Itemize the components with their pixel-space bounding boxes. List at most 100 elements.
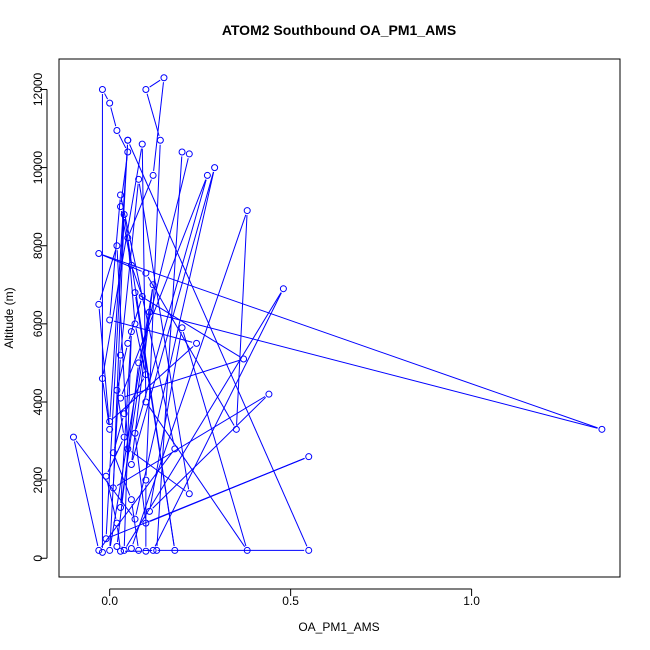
series-segment bbox=[153, 312, 598, 429]
data-point bbox=[106, 316, 114, 324]
x-tick-label: 1.0 bbox=[463, 594, 480, 608]
x-axis: 0.0 0.5 1.0 bbox=[101, 588, 480, 608]
series-segment bbox=[152, 396, 267, 509]
series-segment bbox=[98, 308, 110, 425]
y-axis: 0 2000 4000 6000 8000 10000 12000 bbox=[31, 72, 48, 562]
data-point bbox=[142, 371, 150, 379]
data-point bbox=[117, 503, 125, 511]
data-point bbox=[243, 546, 251, 554]
series-segment bbox=[128, 179, 152, 234]
y-axis-label: Altitude (m) bbox=[2, 287, 16, 348]
data-point bbox=[109, 484, 117, 492]
data-point bbox=[109, 449, 117, 457]
data-point bbox=[95, 250, 103, 258]
series-segment bbox=[101, 452, 173, 548]
series-segment bbox=[99, 249, 117, 301]
data-point bbox=[106, 425, 114, 433]
series-segment bbox=[153, 82, 164, 171]
series-segment bbox=[146, 93, 160, 137]
data-point bbox=[178, 324, 186, 332]
data-point bbox=[305, 546, 313, 554]
series-segment bbox=[102, 148, 142, 375]
data-point bbox=[127, 261, 135, 269]
y-tick-label: 2000 bbox=[31, 466, 45, 493]
data-point bbox=[117, 547, 125, 555]
data-point bbox=[117, 203, 125, 211]
series-segment bbox=[109, 144, 128, 418]
series-segment bbox=[124, 218, 175, 547]
series-segment bbox=[129, 144, 308, 547]
data-point bbox=[178, 148, 186, 156]
data-point bbox=[113, 386, 121, 394]
series-segment bbox=[109, 199, 121, 316]
series-segment bbox=[236, 215, 248, 425]
series-segment bbox=[73, 441, 99, 547]
series-segment bbox=[135, 437, 146, 519]
data-point bbox=[120, 433, 128, 441]
y-tick-label: 6000 bbox=[31, 310, 45, 337]
series-segment bbox=[149, 79, 161, 88]
series-segment bbox=[118, 134, 127, 149]
data-point bbox=[232, 425, 240, 433]
x-tick-label: 0.0 bbox=[101, 594, 118, 608]
data-point bbox=[127, 544, 135, 552]
data-point bbox=[153, 546, 161, 554]
data-point bbox=[240, 355, 248, 363]
series-segment bbox=[149, 457, 305, 522]
y-tick-label: 12000 bbox=[31, 72, 45, 106]
data-point bbox=[127, 460, 135, 468]
data-point bbox=[113, 519, 121, 527]
data-point bbox=[95, 300, 103, 308]
series-segment bbox=[147, 276, 235, 426]
data-point bbox=[106, 418, 114, 426]
series-segment bbox=[132, 214, 247, 545]
series-segment bbox=[138, 294, 241, 358]
data-point bbox=[185, 150, 193, 158]
data-point bbox=[124, 234, 132, 242]
data-point bbox=[124, 339, 132, 347]
data-point bbox=[171, 546, 179, 554]
series-segment bbox=[147, 405, 246, 548]
data-point bbox=[160, 74, 168, 82]
data-point bbox=[131, 320, 139, 328]
data-point bbox=[124, 445, 132, 453]
series-segment bbox=[116, 396, 266, 487]
data-point bbox=[149, 171, 157, 179]
data-point bbox=[98, 548, 106, 556]
data-point bbox=[113, 543, 121, 551]
data-point bbox=[131, 515, 139, 523]
data-point bbox=[185, 490, 193, 498]
data-point bbox=[135, 546, 143, 554]
series-segment bbox=[117, 394, 124, 433]
series-segment bbox=[112, 346, 194, 419]
data-point bbox=[203, 171, 211, 179]
series-segment bbox=[182, 331, 247, 547]
series-segment bbox=[145, 144, 161, 476]
data-point bbox=[106, 99, 114, 107]
data-point bbox=[106, 546, 114, 554]
data-point bbox=[142, 519, 150, 527]
data-point bbox=[131, 289, 139, 297]
series-segment bbox=[110, 107, 117, 127]
series-segment bbox=[109, 289, 153, 547]
data-point bbox=[117, 351, 125, 359]
data-point bbox=[113, 242, 121, 250]
series-segment bbox=[104, 93, 109, 100]
data-point bbox=[142, 85, 150, 93]
data-point bbox=[142, 547, 150, 555]
data-point bbox=[145, 507, 153, 515]
series-segment bbox=[102, 254, 598, 429]
data-point bbox=[243, 207, 251, 215]
series-segment bbox=[113, 320, 193, 343]
series-segment bbox=[121, 179, 207, 395]
data-point bbox=[102, 472, 110, 480]
data-point bbox=[149, 281, 157, 289]
data-point bbox=[69, 433, 77, 441]
data-point bbox=[138, 140, 146, 148]
data-point bbox=[102, 535, 110, 543]
series-segment bbox=[116, 527, 121, 547]
series-segment bbox=[102, 382, 110, 425]
x-axis-label: OA_PM1_AMS bbox=[298, 620, 379, 634]
series-segment bbox=[154, 292, 282, 547]
data-point bbox=[142, 398, 150, 406]
